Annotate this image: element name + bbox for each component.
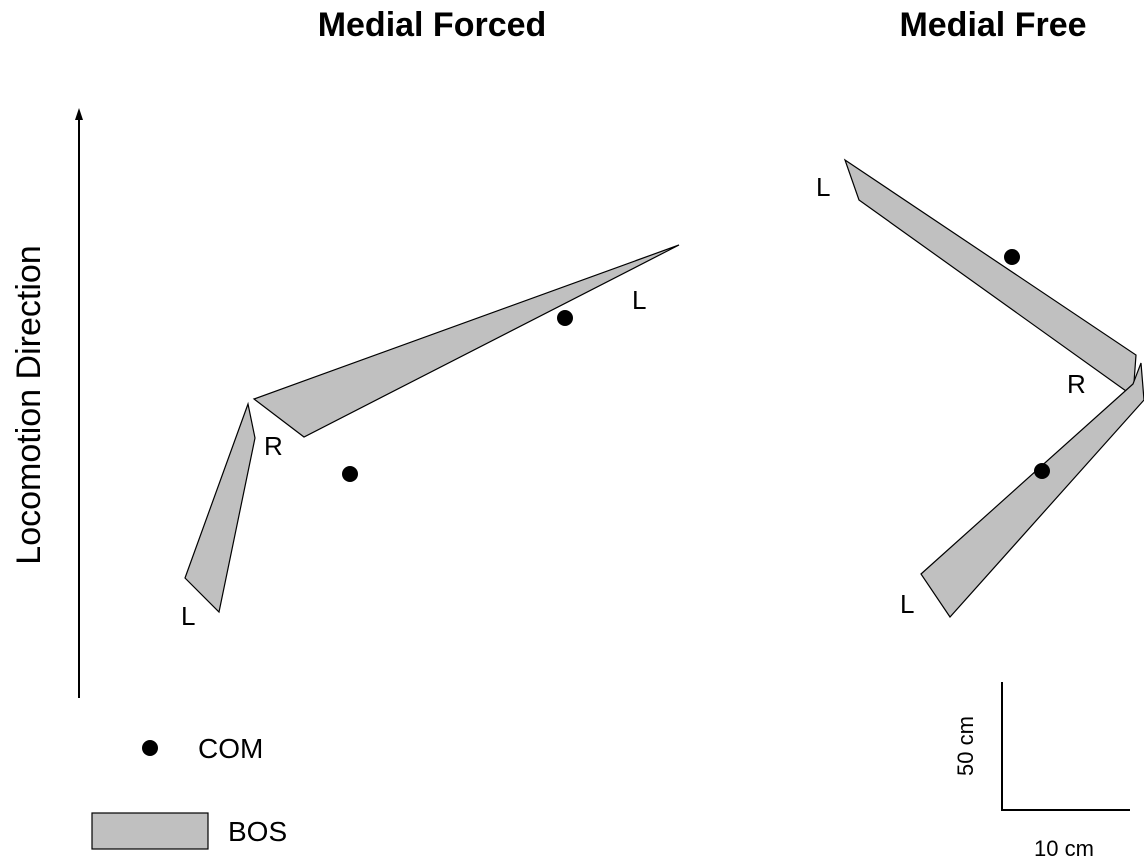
legend-bos-label: BOS [228, 816, 287, 847]
axis-label: Locomotion Direction [10, 245, 48, 564]
legend-com-label: COM [198, 733, 263, 764]
com-point [1034, 463, 1050, 479]
panel-medial-forced: L R L [181, 244, 680, 631]
bos-right-to-left [252, 244, 680, 438]
com-legend-icon [142, 740, 158, 756]
com-point [557, 310, 573, 326]
com-point [342, 466, 358, 482]
foot-label-l: L [632, 285, 646, 315]
panel-medial-free: L R L [816, 158, 1144, 619]
foot-label-l: L [816, 172, 830, 202]
scale-bar: 50 cm 10 cm [953, 682, 1130, 861]
foot-label-r: R [1067, 369, 1086, 399]
foot-label-l: L [900, 589, 914, 619]
scale-vertical-label: 50 cm [953, 716, 978, 776]
foot-label-r: R [264, 431, 283, 461]
foot-label-l: L [181, 601, 195, 631]
bos-left-lower [184, 401, 256, 614]
arrowhead-icon [75, 108, 83, 120]
title-medial-free: Medial Free [899, 6, 1086, 44]
bos-left-lower [920, 362, 1144, 618]
legend: COM BOS [91, 733, 287, 850]
title-medial-forced: Medial Forced [318, 6, 547, 44]
scale-horizontal-label: 10 cm [1034, 836, 1094, 861]
bos-legend-icon [91, 812, 209, 850]
bos-left-upper [843, 158, 1137, 398]
com-point [1004, 249, 1020, 265]
